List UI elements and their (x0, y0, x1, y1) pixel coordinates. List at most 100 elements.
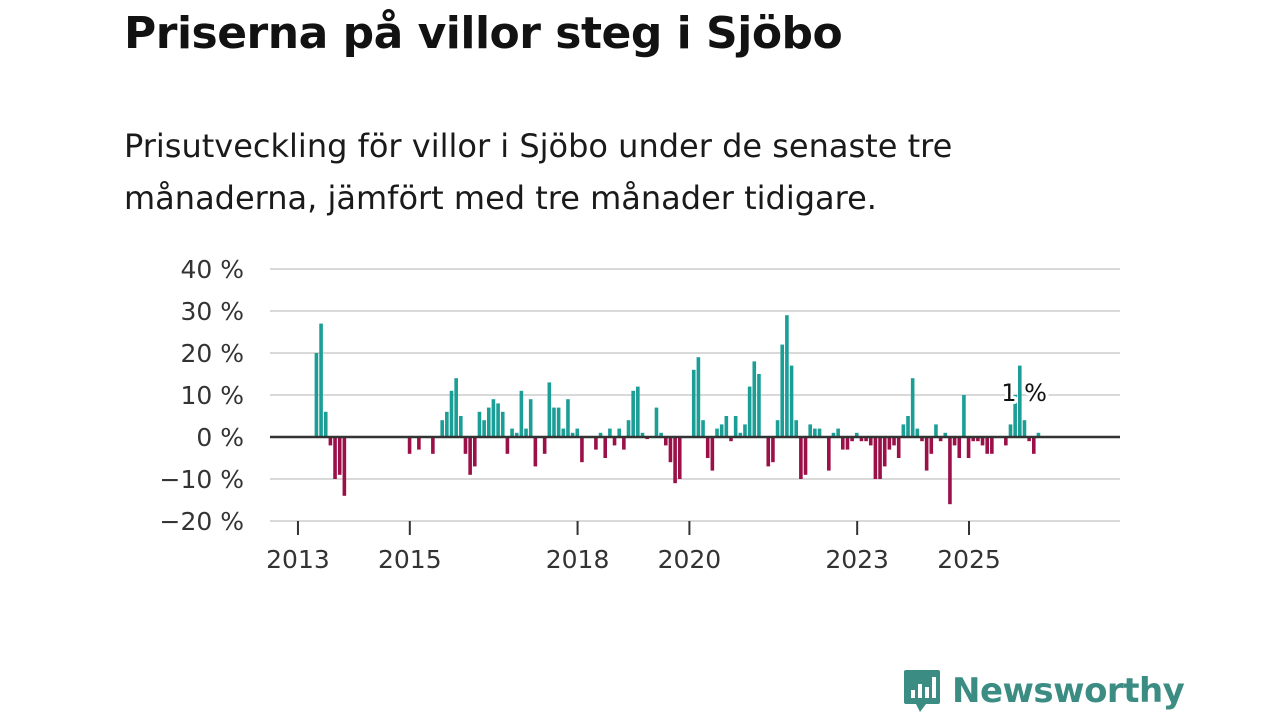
bar (556, 407, 561, 437)
bar (337, 437, 342, 475)
bar (803, 437, 808, 475)
bar (668, 437, 673, 463)
bar (323, 411, 328, 437)
x-tick-label: 2023 (825, 545, 889, 574)
brand-logo: Newsworthy (902, 668, 1185, 714)
bar (766, 437, 771, 467)
bar (915, 428, 920, 437)
y-tick-label: 20 % (180, 339, 244, 368)
bar (743, 424, 747, 437)
bar (934, 424, 938, 437)
bar (528, 399, 533, 437)
bar (892, 437, 896, 446)
last-value-label: 1 % (1001, 379, 1047, 407)
x-tick-label: 2015 (378, 545, 442, 574)
bar (827, 437, 831, 471)
bar (1027, 437, 1031, 442)
bar (850, 437, 854, 442)
x-tick-label: 2020 (658, 545, 722, 574)
bar (519, 390, 524, 437)
bar (948, 437, 952, 505)
bar (1004, 437, 1008, 446)
bar (510, 428, 514, 437)
bar (1022, 420, 1027, 437)
x-tick-label: 2025 (937, 545, 1001, 574)
bar (864, 437, 868, 442)
bar (547, 382, 552, 437)
bar (640, 432, 645, 437)
bar (500, 411, 505, 437)
bar (533, 437, 538, 467)
bar (990, 437, 994, 454)
bar (733, 416, 738, 437)
bar (882, 437, 887, 467)
chart-title: Priserna på villor steg i Sjöbo (124, 8, 843, 59)
bar (445, 411, 449, 437)
bar (472, 437, 477, 467)
bar (868, 437, 873, 446)
bar (785, 315, 789, 437)
bar (482, 420, 486, 437)
bar (598, 432, 603, 437)
bar (854, 432, 859, 437)
bar (808, 424, 812, 437)
y-tick-label: 30 % (180, 297, 244, 326)
bar (910, 378, 915, 437)
bar (696, 357, 701, 437)
bar (929, 437, 934, 454)
y-tick-label: −10 % (160, 465, 244, 494)
bar (952, 437, 957, 446)
bar (938, 437, 943, 442)
bar (845, 437, 850, 450)
bar (561, 428, 566, 437)
bar (701, 420, 705, 437)
bar (342, 437, 347, 496)
bar (771, 437, 775, 463)
newsworthy-logo-icon (904, 670, 940, 712)
bar (715, 428, 719, 437)
y-tick-label: 10 % (180, 381, 244, 410)
y-tick-label: 40 % (180, 255, 244, 284)
bar (314, 353, 319, 437)
bar (407, 437, 412, 454)
bar (417, 437, 421, 450)
bar (710, 437, 715, 471)
bar (1008, 424, 1013, 437)
bar (654, 407, 659, 437)
bar (887, 437, 892, 450)
bar (524, 428, 528, 437)
bar (459, 416, 463, 437)
y-tick-label: 0 % (196, 423, 244, 452)
bar (673, 437, 677, 484)
bar (449, 390, 454, 437)
bar (626, 420, 631, 437)
bar (486, 407, 491, 437)
bar (878, 437, 882, 479)
bar (799, 437, 803, 479)
bar (496, 403, 500, 437)
bar (463, 437, 468, 454)
bar (794, 420, 799, 437)
bar (542, 437, 547, 454)
bar (663, 437, 668, 446)
bar (431, 437, 435, 454)
bar (691, 369, 696, 437)
bar (454, 378, 458, 437)
bar (943, 432, 948, 437)
bar (757, 374, 761, 437)
bar (514, 432, 519, 437)
bar (813, 428, 817, 437)
bar (920, 437, 924, 442)
bar (775, 420, 780, 437)
bar (594, 437, 598, 450)
bar (1013, 395, 1017, 437)
bar (962, 395, 966, 437)
y-tick-label: −20 % (160, 507, 244, 536)
bar (659, 432, 663, 437)
bar (636, 386, 640, 437)
bar (477, 411, 482, 437)
bar (603, 437, 608, 458)
bar (552, 407, 556, 437)
x-tick-label: 2018 (546, 545, 610, 574)
